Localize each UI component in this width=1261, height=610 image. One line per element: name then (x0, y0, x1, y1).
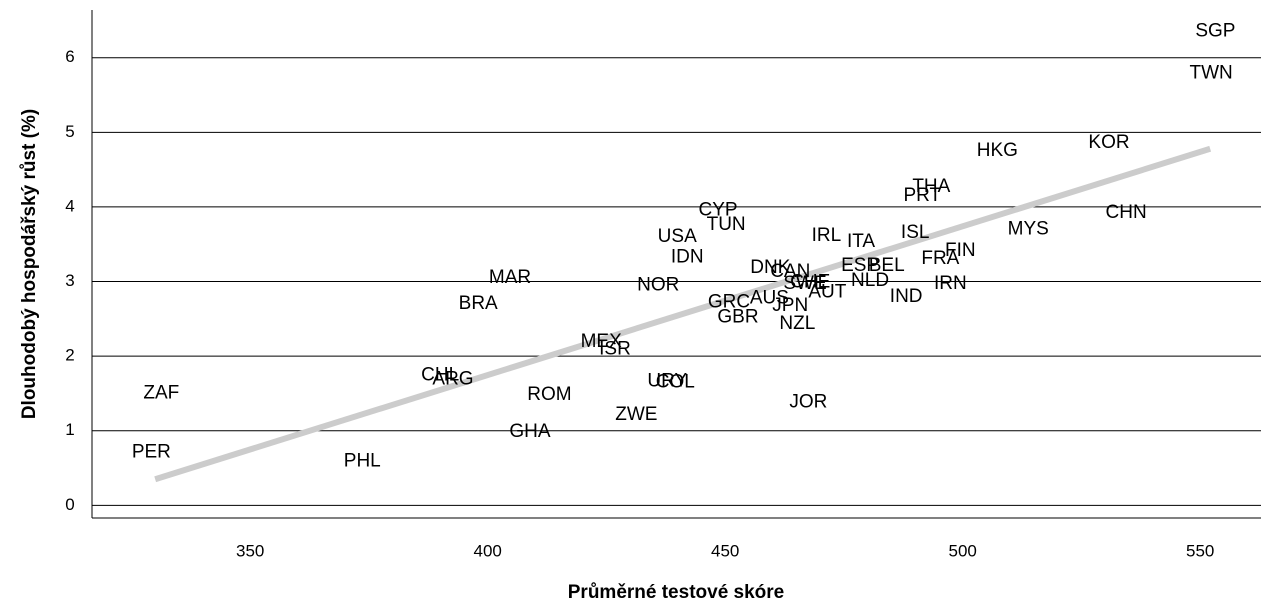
point-label: IND (890, 286, 923, 307)
x-tick-label: 550 (1186, 541, 1214, 560)
x-tick-label: 350 (236, 541, 264, 560)
point-label: GHA (509, 421, 551, 442)
point-label: CYP (699, 200, 738, 221)
y-tick-label: 1 (65, 420, 74, 439)
point-label: ESP (841, 255, 879, 276)
point-label: IDN (671, 247, 704, 268)
point-label: BRA (459, 293, 498, 314)
point-label: AUS (750, 288, 789, 309)
x-axis-title: Průměrné testové skóre (568, 582, 785, 603)
point-label: HKG (977, 140, 1018, 161)
point-label: JOR (789, 391, 827, 412)
point-label: FRA (921, 248, 959, 269)
point-label: TWN (1189, 62, 1232, 83)
point-label: SWE (783, 273, 826, 294)
point-label: PHL (344, 450, 381, 471)
point-label: ROM (527, 384, 571, 405)
point-label: NOR (637, 274, 679, 295)
y-tick-label: 0 (65, 495, 74, 514)
point-label: FIN (945, 240, 976, 261)
y-tick-label: 6 (65, 47, 74, 66)
point-label: NZL (779, 313, 815, 334)
point-label: SGP (1195, 21, 1235, 42)
y-tick-label: 3 (65, 271, 74, 290)
point-label: ITA (847, 231, 875, 252)
point-label: NLD (851, 270, 889, 291)
point-label: TUN (707, 214, 746, 235)
point-label: URY (647, 371, 687, 392)
x-tick-label: 500 (949, 541, 977, 560)
point-label: CAN (770, 261, 810, 282)
point-label: GRC (708, 291, 750, 312)
point-label: ZAF (143, 382, 179, 403)
point-label: THA (912, 176, 950, 197)
x-tick-label: 450 (711, 541, 739, 560)
x-tick-label: 400 (473, 541, 501, 560)
point-label: KOR (1088, 132, 1129, 153)
point-label: DNK (750, 257, 790, 278)
y-tick-label: 4 (65, 196, 74, 215)
point-label: MEX (581, 331, 623, 352)
point-label: ISR (599, 338, 631, 359)
point-label: JPN (772, 295, 808, 316)
point-label: COL (656, 371, 695, 392)
point-label: GBR (717, 306, 758, 327)
point-label: MYS (1008, 218, 1049, 239)
y-axis-title: Dlouhodobý hospodářský růst (%) (19, 109, 40, 419)
point-label: ZWE (615, 404, 657, 425)
point-label: ARG (432, 368, 473, 389)
point-label: IRN (934, 273, 967, 294)
point-label: MAR (489, 267, 531, 288)
point-label: BEL (869, 255, 905, 276)
point-label: PER (132, 441, 171, 462)
point-label: CHL (421, 365, 459, 386)
point-label: AUT (808, 282, 846, 303)
point-label: USA (658, 226, 697, 247)
point-label: PRT (903, 185, 941, 206)
y-tick-label: 2 (65, 346, 74, 365)
trend-line (154, 145, 1212, 483)
point-label: ISL (901, 222, 930, 243)
point-label: IRL (812, 225, 842, 246)
point-label: CHN (1106, 202, 1147, 223)
y-tick-label: 5 (65, 122, 74, 141)
point-label: CHE (790, 271, 830, 292)
